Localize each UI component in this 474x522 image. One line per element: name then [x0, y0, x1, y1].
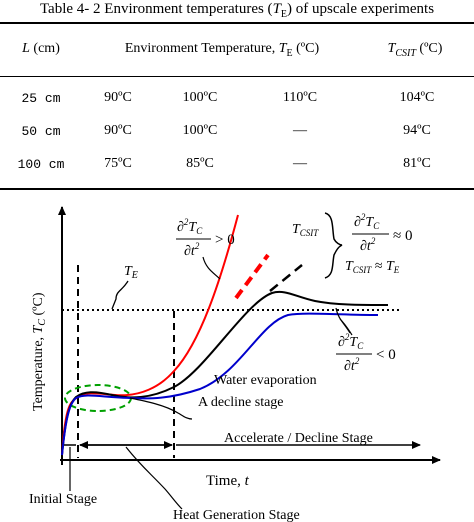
svg-text:< 0: < 0 — [376, 347, 396, 363]
row1-tcsit: 104ºC — [399, 90, 435, 105]
svg-text:∂2TC: ∂2TC — [177, 217, 203, 236]
row3-t3: — — [293, 156, 307, 171]
water-evaporation-label: Water evaporation — [214, 373, 317, 388]
temperature-schematic-figure: Temperature, TC (ºC) Time, t TE ∂2TC ∂t2… — [29, 206, 441, 522]
decline-stage-label: A decline stage — [198, 395, 284, 410]
row1-t1: 90ºC — [104, 90, 132, 105]
svg-text:∂2TC: ∂2TC — [338, 332, 364, 351]
tcsit-brace — [324, 212, 343, 279]
heat-stage-leader — [125, 446, 183, 510]
header-env-temp: Environment Temperature, TE (ºC) — [124, 41, 320, 59]
header-rule — [0, 76, 474, 77]
row2-t3: — — [293, 123, 307, 138]
tcsit-approx-label: TCSIT ≈ TE — [345, 259, 400, 275]
red-curve — [61, 214, 239, 456]
svg-text:∂t2: ∂t2 — [344, 356, 360, 374]
row3-tcsit: 81ºC — [403, 156, 431, 171]
caption-prefix: Table 4- 2 Environment temperatures ( — [39, 1, 273, 17]
row1-t3: 110ºC — [282, 90, 318, 105]
red-dashed-extrapolation — [234, 253, 270, 300]
row1-length: 25 cm — [21, 91, 61, 106]
black-dashed-extrapolation — [269, 264, 303, 292]
te-label: TE — [124, 264, 138, 281]
svg-text:≈ 0: ≈ 0 — [393, 228, 412, 244]
cond-neg-label: ∂2TC ∂t2 < 0 — [336, 332, 396, 374]
svg-text:> 0: > 0 — [215, 232, 235, 248]
row3-length: 100 cm — [17, 157, 65, 172]
tcsit-label: TCSIT — [292, 222, 319, 238]
header-length: L (cm) — [22, 41, 60, 56]
cond-neg-leader-2 — [339, 318, 353, 336]
top-rule — [0, 22, 474, 24]
row1-t2: 100ºC — [182, 90, 218, 105]
table-block: Table 4- 2 Environment temperatures (TE)… — [0, 0, 474, 192]
heat-generation-label: Heat Generation Stage — [173, 508, 300, 522]
row3-t1: 75ºC — [104, 156, 132, 171]
accelerate-decline-label: Accelerate / Decline Stage — [224, 431, 373, 446]
x-axis-label: Time, t — [206, 473, 250, 489]
cond-pos-label: ∂2TC ∂t2 > 0 — [176, 217, 235, 259]
row2-t2: 100ºC — [182, 123, 218, 138]
initial-stage-label: Initial Stage — [29, 492, 97, 507]
svg-text:∂t2: ∂t2 — [360, 236, 376, 254]
row2-t1: 90ºC — [104, 123, 132, 138]
cond-pos-leader — [202, 256, 221, 280]
svg-text:∂2TC: ∂2TC — [354, 212, 380, 231]
svg-text:∂t2: ∂t2 — [184, 241, 200, 259]
row2-length: 50 cm — [21, 124, 61, 139]
te-leader — [111, 280, 129, 310]
table-caption: Table 4- 2 Environment temperatures (TE)… — [39, 1, 435, 20]
y-axis-label: Temperature, TC (ºC) — [31, 292, 48, 411]
row2-tcsit: 94ºC — [403, 123, 431, 138]
row3-t2: 85ºC — [186, 156, 214, 171]
cond-zero-label: ∂2TC ∂t2 ≈ 0 — [352, 212, 412, 254]
decline-leader — [129, 397, 193, 420]
bottom-rule — [0, 188, 474, 190]
header-tcsit: TCSIT (ºC) — [387, 41, 443, 59]
blue-curve — [61, 312, 379, 456]
